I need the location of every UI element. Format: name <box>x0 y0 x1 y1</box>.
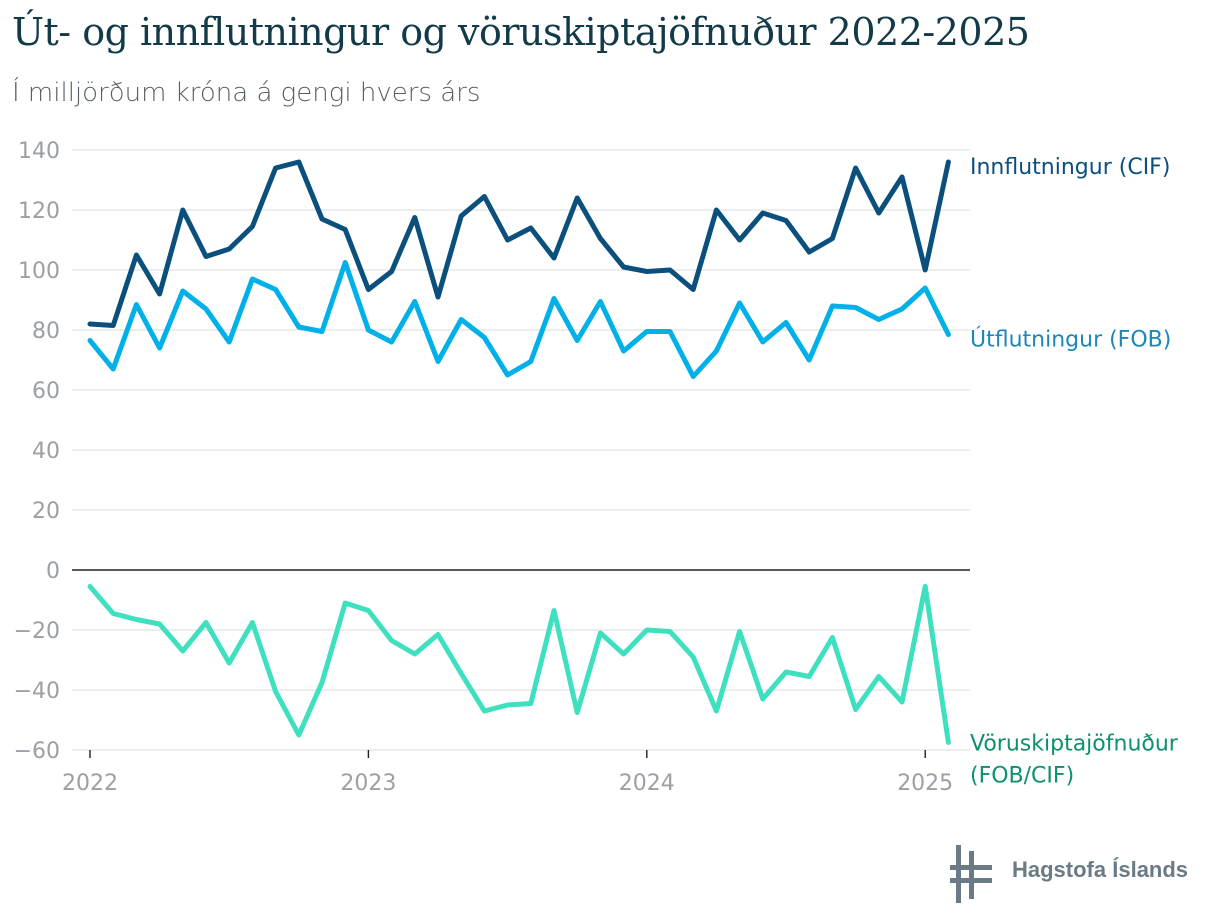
series-label-2: (FOB/CIF) <box>970 764 1074 789</box>
x-tick-label: 2022 <box>62 771 118 796</box>
logo-text: Hagstofa Íslands <box>1012 857 1189 882</box>
y-tick-label: 40 <box>32 439 60 464</box>
y-tick-label: 60 <box>32 379 60 404</box>
series-line-0 <box>87 159 951 328</box>
series-label-1: Útflutningur (FOB) <box>970 327 1171 353</box>
y-tick-label: 80 <box>32 319 60 344</box>
y-tick-label: −20 <box>14 619 60 644</box>
y-tick-label: 100 <box>18 259 60 284</box>
series-line-1 <box>87 260 951 379</box>
y-tick-label: 0 <box>46 559 60 584</box>
chart-subtitle: Í milljörðum króna á gengi hvers árs <box>12 78 481 108</box>
x-tick-label: 2023 <box>340 771 396 796</box>
hagstofa-logo-icon <box>950 845 992 903</box>
series-label-0: Innflutningur (CIF) <box>970 155 1170 180</box>
series-labels: Innflutningur (CIF) Útflutningur (FOB) Vör… <box>970 155 1179 789</box>
series-line-2 <box>87 584 951 745</box>
x-tick-label: 2024 <box>619 771 675 796</box>
chart-grid <box>72 149 970 751</box>
chart-title: Út- og innflutningur og vöruskiptajöfnuð… <box>12 10 1030 54</box>
y-tick-label: −40 <box>14 679 60 704</box>
y-tick-label: −60 <box>14 739 60 764</box>
chart-series <box>87 159 951 745</box>
y-tick-label: 140 <box>18 139 60 164</box>
hagstofa-logo: Hagstofa Íslands <box>950 845 1210 905</box>
y-axis: 140 120 100 80 60 40 20 0 −20 −40 −60 <box>14 139 60 764</box>
x-tick-label: 2025 <box>897 771 953 796</box>
series-label-2: Vöruskiptajöfnuður <box>970 732 1179 757</box>
x-axis: 2022 2023 2024 2025 <box>62 750 953 796</box>
y-tick-label: 20 <box>32 499 60 524</box>
y-tick-label: 120 <box>18 199 60 224</box>
